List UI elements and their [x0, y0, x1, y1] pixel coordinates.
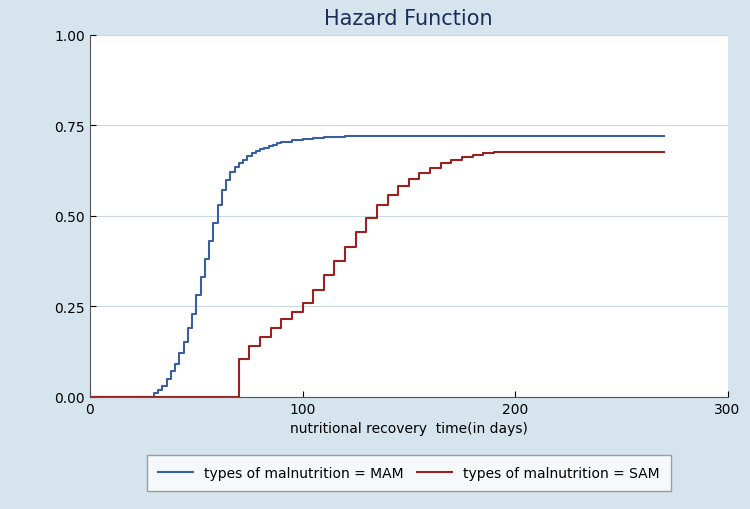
types of malnutrition = MAM: [659, 134, 668, 140]
types of malnutrition = MAM: [86, 394, 94, 400]
types of malnutrition = MAM: [404, 134, 413, 140]
types of malnutrition = SAM: [659, 150, 668, 156]
types of malnutrition = MAM: [234, 161, 243, 167]
types of malnutrition = SAM: [266, 325, 275, 331]
Line: types of malnutrition = SAM: types of malnutrition = SAM: [90, 153, 664, 397]
types of malnutrition = MAM: [287, 140, 296, 146]
types of malnutrition = MAM: [320, 135, 328, 141]
types of malnutrition = MAM: [247, 151, 256, 157]
Legend: types of malnutrition = MAM, types of malnutrition = SAM: types of malnutrition = MAM, types of ma…: [147, 455, 670, 491]
types of malnutrition = SAM: [659, 150, 668, 156]
types of malnutrition = SAM: [287, 316, 296, 322]
types of malnutrition = SAM: [320, 273, 328, 279]
Line: types of malnutrition = MAM: types of malnutrition = MAM: [90, 137, 664, 397]
types of malnutrition = SAM: [468, 153, 477, 159]
types of malnutrition = SAM: [86, 394, 94, 400]
types of malnutrition = MAM: [268, 144, 278, 150]
Title: Hazard Function: Hazard Function: [325, 9, 493, 29]
X-axis label: nutritional recovery  time(in days): nutritional recovery time(in days): [290, 421, 528, 435]
types of malnutrition = SAM: [489, 150, 498, 156]
types of malnutrition = SAM: [244, 344, 254, 350]
types of malnutrition = MAM: [309, 136, 318, 143]
